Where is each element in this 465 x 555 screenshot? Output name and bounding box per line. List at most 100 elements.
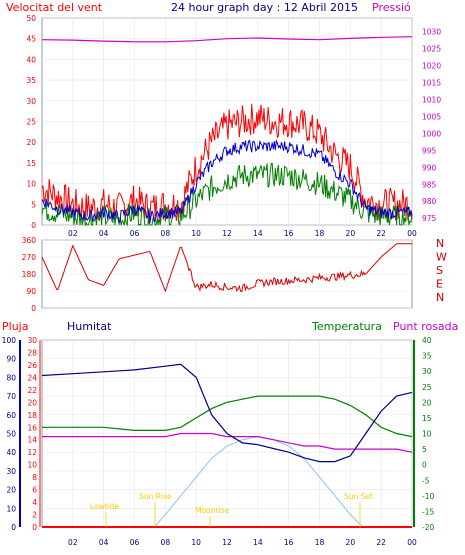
y-tick-label: 45: [26, 35, 36, 44]
rain-tick-label: 22: [27, 386, 37, 395]
humidity-tick-label: 0: [11, 523, 16, 532]
humidity-label: Humitat: [67, 320, 112, 333]
wind-gust-series: [41, 103, 413, 224]
y-tick-label: 25: [26, 118, 36, 127]
x-tick-label: 20: [346, 229, 356, 238]
x-tick-label: 12: [222, 538, 232, 547]
temperature-label: Temperatura: [311, 320, 382, 333]
humidity-line: [41, 363, 413, 463]
humidity-tick-label: 60: [6, 411, 16, 420]
temperature-tick-label: 5: [422, 445, 427, 454]
dewpoint-line: [42, 432, 413, 453]
x-tick-label: 08: [161, 538, 171, 547]
x-tick-label: 08: [161, 229, 171, 238]
compass-label: S: [436, 264, 443, 277]
temperature-tick-label: 20: [422, 398, 432, 407]
y-tick-label: 1020: [422, 62, 441, 71]
x-tick-label: 10: [191, 229, 201, 238]
y-tick-label: 990: [422, 163, 437, 172]
y-tick-label: 20: [26, 138, 36, 147]
temperature-tick-label: 25: [422, 383, 432, 392]
y-tick-label: 10: [26, 180, 36, 189]
rain-tick-label: 0: [32, 523, 37, 532]
y-tick-label: 995: [422, 146, 437, 155]
x-tick-label: 16: [284, 229, 294, 238]
x-tick-label: 20: [346, 538, 356, 547]
dewpoint-label: Punt rosada: [393, 320, 458, 333]
temperature-tick-label: 10: [422, 430, 432, 439]
x-tick-label: 00: [407, 538, 417, 547]
x-tick-label: 18: [315, 229, 325, 238]
temperature-tick-label: -20: [422, 523, 434, 532]
compass-label: E: [436, 278, 443, 291]
humidity-tick-label: 70: [6, 392, 16, 401]
wind-avg-series: [41, 139, 413, 224]
x-tick-label: 02: [68, 229, 78, 238]
rain-tick-label: 18: [27, 411, 37, 420]
humidity-tick-label: 90: [6, 355, 16, 364]
rain-tick-label: 2: [32, 511, 37, 520]
rain-tick-label: 24: [27, 373, 37, 382]
compass-label: N: [436, 291, 444, 304]
wind-green-series: [41, 162, 413, 227]
x-tick-label: 22: [376, 229, 386, 238]
rain-tick-label: 10: [27, 461, 37, 470]
x-tick-label: 04: [99, 229, 109, 238]
y-tick-label: 30: [26, 97, 36, 106]
y-tick-label: 975: [422, 214, 437, 223]
rain-tick-label: 26: [27, 361, 37, 370]
moonset-label: Lowtide: [90, 502, 120, 511]
rain-tick-label: 4: [32, 498, 37, 507]
chart-title: 24 hour graph day : 12 Abril 2015: [171, 1, 358, 14]
y-tick-label: 0: [31, 221, 36, 230]
temperature-tick-label: -10: [422, 492, 434, 501]
y-tick-label: 1000: [422, 129, 441, 138]
sunrise-label: Sun Rise: [139, 492, 172, 501]
y-tick-label: 1025: [422, 45, 441, 54]
rain-tick-label: 20: [27, 398, 37, 407]
y-tick-label: 35: [26, 76, 36, 85]
x-tick-label: 06: [130, 538, 140, 547]
humidity-tick-label: 50: [6, 430, 16, 439]
x-tick-label: 14: [253, 229, 263, 238]
temperature-tick-label: 0: [422, 461, 427, 470]
y-tick-label: 50: [26, 14, 36, 23]
temperature-tick-label: 35: [422, 352, 432, 361]
x-tick-label: 16: [284, 538, 294, 547]
rain-tick-label: 8: [32, 473, 37, 482]
x-tick-label: 00: [407, 229, 417, 238]
temperature-tick-label: -5: [422, 476, 430, 485]
rain-tick-label: 6: [32, 486, 37, 495]
rain-tick-label: 30: [27, 336, 37, 345]
y-tick-label: 1015: [422, 78, 441, 87]
pressure-label: Pressió: [372, 1, 411, 14]
x-tick-label: 02: [68, 538, 78, 547]
pressure-line: [41, 36, 413, 43]
y-tick-label: 270: [22, 253, 37, 262]
x-tick-label: 18: [315, 538, 325, 547]
compass-label: N: [436, 237, 444, 250]
temperature-tick-label: 40: [422, 336, 432, 345]
compass-label: W: [436, 251, 447, 264]
y-tick-label: 980: [422, 197, 437, 206]
y-tick-label: 15: [26, 159, 36, 168]
x-tick-label: 14: [253, 538, 263, 547]
wind-speed-label: Velocitat del vent: [6, 1, 103, 14]
sunset-label: Sun Set: [344, 492, 373, 501]
y-tick-label: 0: [31, 304, 36, 313]
rain-tick-label: 28: [27, 348, 37, 357]
rain-tick-label: 12: [27, 448, 37, 457]
wind-direction-series: [41, 243, 412, 293]
y-tick-label: 1010: [422, 95, 441, 104]
x-tick-label: 06: [130, 229, 140, 238]
rain-tick-label: 14: [27, 436, 37, 445]
x-tick-label: 10: [191, 538, 201, 547]
humidity-tick-label: 80: [6, 373, 16, 382]
y-tick-label: 1030: [422, 28, 441, 37]
temperature-tick-label: 30: [422, 367, 432, 376]
x-tick-label: 04: [99, 538, 109, 547]
temperature-line: [42, 395, 413, 438]
